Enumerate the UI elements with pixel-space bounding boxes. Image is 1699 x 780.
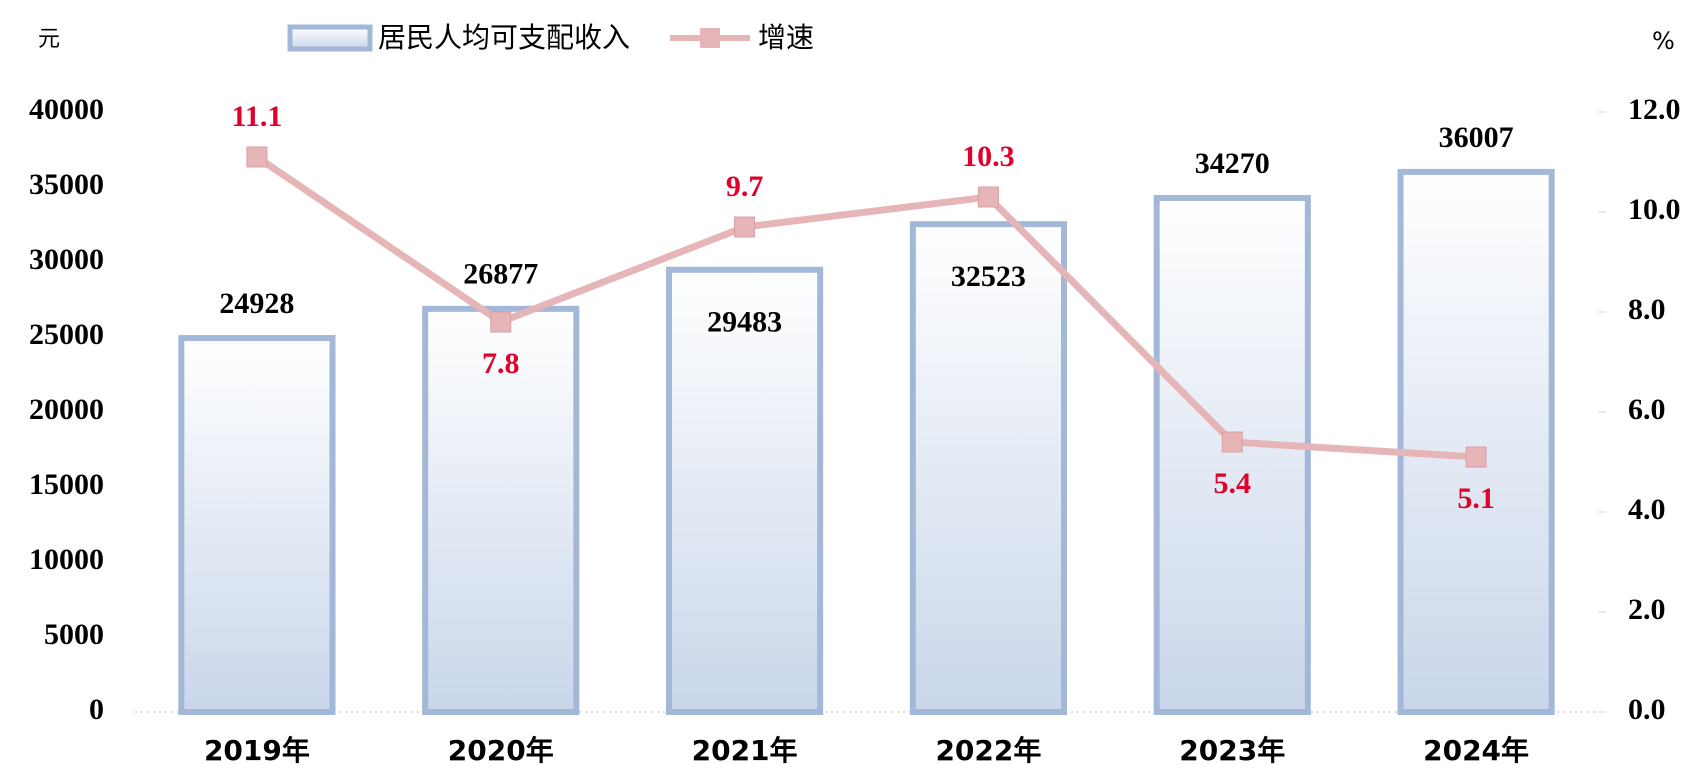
- line-marker: [1221, 431, 1243, 453]
- y2-tick-label: 10.0: [1628, 193, 1681, 226]
- bar-value-label: 24928: [219, 287, 294, 320]
- y2-tick-label: 4.0: [1628, 493, 1666, 526]
- y2-tick-label: 12.0: [1628, 93, 1681, 126]
- y-tick-label: 30000: [29, 243, 104, 276]
- line-value-label: 7.8: [482, 347, 520, 380]
- legend-label: 增速: [758, 21, 814, 54]
- line-value-label: 5.4: [1214, 467, 1252, 500]
- bar: [909, 221, 1068, 715]
- legend: 居民人均可支配收入 增速: [287, 21, 814, 54]
- line: [254, 154, 1477, 461]
- bar-value-label: 26877: [463, 258, 538, 291]
- y2-tick-label: 2.0: [1628, 593, 1666, 626]
- y2-tick-label: 0.0: [1628, 693, 1666, 726]
- x-tick-label: 2022年: [935, 734, 1041, 767]
- bar-value-label: 32523: [951, 260, 1026, 293]
- y-tick-label: 5000: [44, 618, 104, 651]
- x-tick-label: 2020年: [448, 734, 554, 767]
- legend-label: 居民人均可支配收入: [378, 21, 630, 54]
- legend-swatch: [287, 24, 373, 52]
- line-marker: [734, 216, 756, 238]
- bar: [1153, 194, 1311, 715]
- y-tick-label: 0: [89, 693, 104, 726]
- bar: [665, 266, 824, 715]
- line-value-label: 5.1: [1457, 482, 1495, 515]
- bar: [1397, 168, 1555, 715]
- bar-value-label: 34270: [1195, 147, 1270, 180]
- bar: [178, 335, 336, 715]
- line-value-label: 9.7: [726, 170, 764, 203]
- y-axis-label: 元: [38, 27, 60, 52]
- x-tick-label: 2021年: [692, 734, 798, 767]
- x-tick-label: 2023年: [1179, 734, 1285, 767]
- line-marker: [977, 186, 999, 208]
- y-tick-label: 10000: [29, 543, 104, 576]
- line-value-label: 11.1: [231, 100, 282, 133]
- y-tick-label: 35000: [29, 168, 104, 201]
- y2-axis-label: %: [1652, 27, 1675, 55]
- legend-marker: [700, 28, 721, 48]
- y-tick-label: 15000: [29, 468, 104, 501]
- bar-value-label: 29483: [707, 306, 782, 339]
- y-tick-label: 40000: [29, 93, 104, 126]
- x-tick-label: 2019年: [204, 734, 310, 767]
- y2-tick-label: 8.0: [1628, 293, 1666, 326]
- bar-value-label: 36007: [1439, 121, 1514, 154]
- y2-tick-label: 6.0: [1628, 393, 1666, 426]
- line-marker: [490, 311, 512, 333]
- line-marker: [246, 146, 268, 168]
- y-tick-label: 20000: [29, 393, 104, 426]
- line-value-label: 10.3: [962, 140, 1015, 173]
- y-tick-label: 25000: [29, 318, 104, 351]
- x-tick-label: 2024年: [1423, 734, 1529, 767]
- bar: [422, 305, 580, 715]
- line-marker: [1465, 446, 1487, 468]
